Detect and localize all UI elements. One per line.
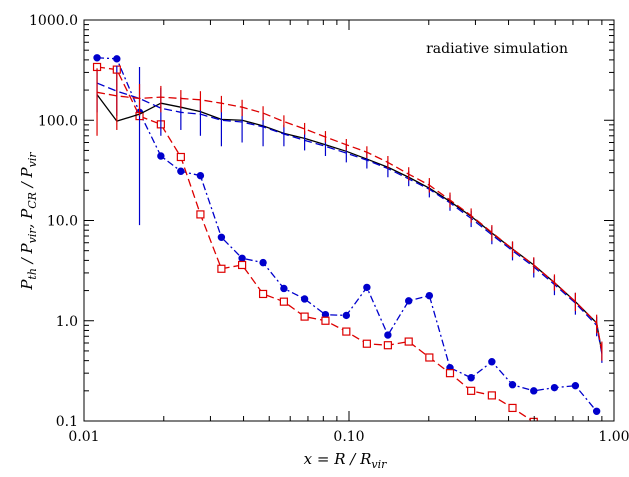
y-axis-title-part3: , P: [18, 208, 36, 229]
x-tick-label: 0.01: [68, 429, 99, 445]
y-axis-title: Pth / Pvir, PCR / Pvir: [18, 152, 39, 291]
x-axis-title: x = R / Rvir: [304, 450, 387, 471]
x-axis-title-main: x = R / R: [304, 450, 372, 468]
data-point: [280, 284, 288, 293]
x-tick-label: 0.10: [333, 429, 364, 445]
data-point: [425, 291, 434, 300]
data-point: [342, 327, 351, 336]
data-point: [300, 295, 309, 303]
data-point: [279, 297, 289, 306]
series-line: [96, 94, 603, 353]
series-line: [96, 91, 603, 352]
data-point: [550, 383, 559, 392]
y-axis-title-sub4: vir: [26, 152, 39, 168]
series-1: [92, 62, 538, 421]
data-point: [93, 54, 101, 62]
data-point: [177, 167, 185, 175]
y-axis-title-sub2: vir: [26, 228, 39, 244]
y-tick-label: 1000.0: [29, 13, 78, 29]
data-point: [362, 339, 371, 348]
data-point: [467, 386, 476, 395]
y-tick-label: 100.0: [38, 113, 78, 129]
data-point: [363, 283, 371, 292]
series-line: [97, 57, 598, 412]
annotation-text: radiative simulation: [426, 41, 568, 57]
data-point: [217, 264, 226, 273]
data-point: [592, 407, 601, 415]
data-point: [487, 391, 496, 400]
data-point: [300, 312, 309, 321]
data-point: [113, 55, 121, 63]
data-point: [384, 331, 392, 339]
y-axis-title-sub3: CR: [26, 192, 39, 209]
data-point: [383, 341, 392, 350]
data-point: [196, 171, 205, 180]
data-point: [259, 258, 267, 267]
data-point: [405, 297, 413, 305]
plot-content: [92, 54, 603, 421]
data-point: [445, 369, 455, 378]
y-axis-title-sub1: th: [26, 268, 39, 280]
y-tick-label: 1.0: [56, 314, 78, 330]
series-2: [96, 94, 603, 353]
data-point: [217, 233, 226, 241]
series-4: [96, 68, 603, 361]
data-point: [258, 289, 268, 299]
data-point: [238, 254, 246, 262]
y-axis-title-part4: / P: [18, 166, 36, 192]
y-tick-label: 0.1: [56, 414, 78, 430]
y-axis-title-part1: P: [18, 279, 36, 291]
data-point: [467, 374, 475, 382]
series-3: [96, 65, 603, 363]
plot-frame: [83, 19, 615, 422]
data-point: [237, 260, 247, 270]
series-line: [96, 82, 603, 354]
y-tick-label: 10.0: [47, 214, 78, 230]
data-point: [404, 337, 413, 346]
data-point: [342, 311, 351, 320]
data-point: [571, 381, 580, 390]
data-point: [196, 210, 205, 219]
y-axis-title-part2: / P: [18, 242, 36, 268]
data-point: [530, 387, 538, 395]
tick-labels: 0.01 0.10 1.00 0.1 1.0 10.0 100.0 1000.0: [29, 13, 629, 445]
data-point: [176, 152, 185, 162]
data-point: [157, 152, 165, 160]
x-tick-label: 1.00: [598, 429, 629, 445]
series-0: [93, 54, 601, 415]
data-point: [425, 353, 434, 362]
data-point: [508, 381, 517, 389]
data-point: [508, 403, 517, 413]
data-point: [488, 358, 496, 366]
x-axis-title-sub: vir: [371, 458, 387, 471]
series-line: [96, 66, 534, 421]
axis-ticks: [83, 19, 615, 422]
data-point: [321, 316, 330, 325]
